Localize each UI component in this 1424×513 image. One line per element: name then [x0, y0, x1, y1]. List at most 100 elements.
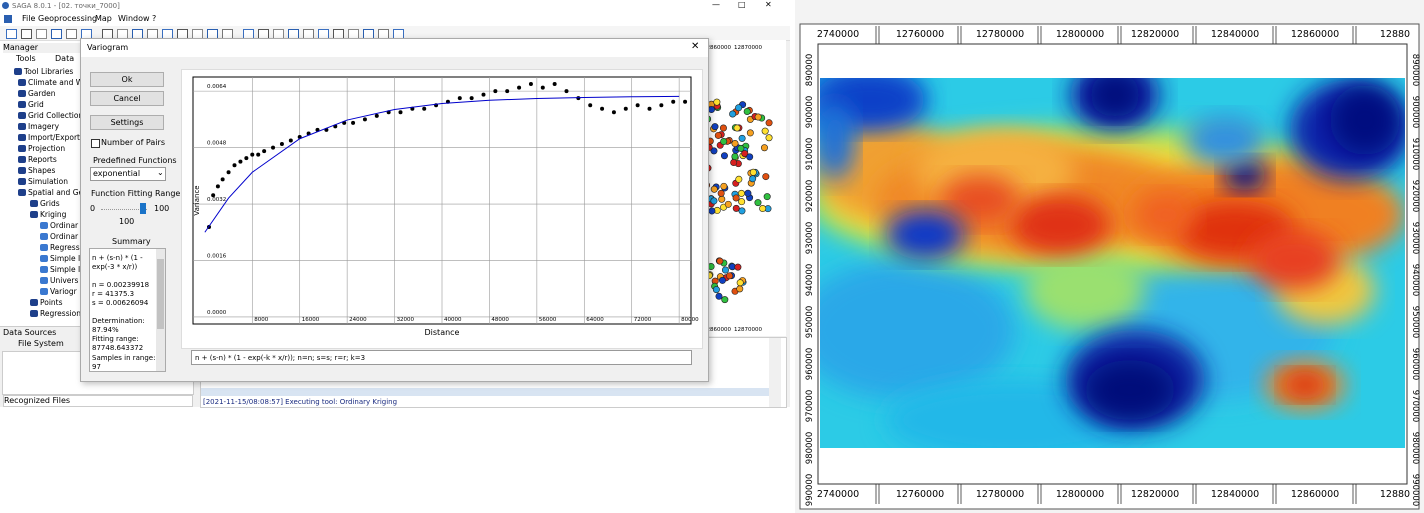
menu-bar: File Geoprocessing Map Window? — [0, 12, 790, 26]
tree-item[interactable]: Ordinar — [50, 221, 79, 230]
tab-file-system[interactable]: File System — [18, 339, 64, 348]
maximize[interactable]: □ — [738, 0, 746, 9]
window-title: SAGA 8.0.1 - [02. точки_7000] — [12, 2, 120, 10]
variogram-point — [493, 89, 498, 94]
variogram-point — [226, 170, 231, 175]
surface-blob — [1090, 78, 1140, 117]
dialog-close[interactable]: ✕ — [691, 41, 700, 52]
tree-item[interactable]: Variogr — [50, 287, 77, 296]
variogram-point — [469, 96, 474, 101]
tree-item[interactable]: Reports — [28, 155, 57, 164]
function-select[interactable]: exponential ⌄ — [90, 167, 166, 181]
variogram-point — [374, 113, 379, 118]
toolbar-icon[interactable] — [66, 29, 77, 39]
tree-item[interactable]: Kriging — [40, 210, 67, 219]
toolbar-icon[interactable] — [51, 29, 62, 39]
tree-item[interactable]: Import/Export — [28, 133, 80, 142]
map-x-label: 12800000 — [1056, 489, 1104, 500]
menu-item[interactable]: Geoprocessing — [38, 14, 98, 23]
tree-item[interactable]: Grid — [28, 100, 44, 109]
sample-point — [731, 153, 739, 161]
toolbar-icon[interactable] — [21, 29, 32, 39]
model-curve — [204, 95, 680, 233]
sample-point — [738, 198, 746, 206]
map-border — [817, 43, 1408, 485]
sample-point — [737, 189, 745, 197]
summary-scroll-thumb[interactable] — [157, 259, 164, 329]
map-x-label: 12820000 — [1131, 29, 1179, 40]
tree-item[interactable]: Regression — [40, 309, 80, 318]
tree-item[interactable]: Simple I — [50, 254, 80, 263]
variogram-point — [244, 156, 249, 161]
range-thumb[interactable] — [140, 203, 146, 214]
tree-item[interactable]: Simple I — [50, 265, 80, 274]
tree-icon — [40, 266, 48, 273]
select-arrow: ⌄ — [157, 168, 164, 177]
tree-icon — [14, 68, 22, 75]
map-x-label: 12780000 — [976, 29, 1024, 40]
sample-point — [754, 113, 762, 121]
sample-point — [765, 119, 773, 127]
map-x-label: 2740000 — [817, 489, 859, 500]
map-y-label: 980000 — [805, 432, 815, 464]
sample-point — [719, 124, 727, 132]
minimize[interactable]: — — [712, 0, 720, 9]
sample-point — [724, 200, 732, 208]
tree-item[interactable]: Ordinar — [50, 232, 79, 241]
sample-point — [712, 286, 720, 294]
toolbar-icon[interactable] — [36, 29, 47, 39]
sample-point — [726, 272, 734, 280]
sample-point — [762, 173, 770, 181]
tree-item[interactable]: Simulation — [28, 177, 68, 186]
menu-item[interactable]: Window — [118, 14, 150, 23]
checkbox-label: Number of Pairs — [101, 138, 165, 147]
map-y-label: 970000 — [805, 390, 815, 422]
tree-item[interactable]: Projection — [28, 144, 66, 153]
tree-item[interactable]: Spatial and Geo — [28, 188, 80, 197]
formula-input[interactable]: n + (s-n) * (1 - exp(-k * x/r)); n=n; s=… — [191, 350, 692, 365]
tree-item[interactable]: Garden — [28, 89, 56, 98]
summary-line: Fitting range: — [92, 335, 139, 343]
tree-item[interactable]: Points — [40, 298, 63, 307]
sample-point — [735, 104, 743, 112]
tab-tools[interactable]: Tools — [16, 54, 36, 63]
recognized-files[interactable]: Recognized Files — [3, 395, 193, 407]
ok-button[interactable]: Ok — [90, 72, 164, 87]
variogram-point — [362, 117, 367, 122]
menu-item[interactable]: ? — [152, 14, 157, 23]
log-scrollbar — [769, 338, 781, 407]
map-y-label: 990000 — [1410, 474, 1420, 506]
tree-item[interactable]: Imagery — [28, 122, 60, 131]
tree-icon — [18, 134, 26, 141]
variogram-point — [422, 106, 427, 111]
summary-line: s = 0.00626094 — [92, 299, 149, 307]
map-x-label: 12860000 — [1291, 29, 1339, 40]
variogram-point — [505, 89, 510, 94]
tree-item[interactable]: Univers — [50, 276, 79, 285]
map-y-label: 990000 — [805, 474, 815, 506]
variogram-point — [232, 163, 237, 168]
tree-item[interactable]: Grids — [40, 199, 60, 208]
toolbar-icon[interactable] — [6, 29, 17, 39]
map-x-label: 2740000 — [817, 29, 859, 40]
functions-label: Predefined Functions — [93, 156, 177, 165]
menu-item[interactable]: File — [22, 14, 36, 23]
tree-item[interactable]: Grid Collection — [28, 111, 80, 120]
range-min: 0 — [90, 204, 96, 213]
close[interactable]: ✕ — [765, 0, 772, 9]
menu-item[interactable]: Map — [95, 14, 112, 23]
tab-data[interactable]: Data — [55, 54, 75, 63]
variogram-point — [238, 159, 243, 164]
tree-item[interactable]: Tool Libraries — [24, 67, 74, 76]
tree-item[interactable]: Shapes — [28, 166, 56, 175]
cancel-button[interactable]: Cancel — [90, 91, 164, 106]
summary-line: Determination: — [92, 317, 145, 325]
settings-button[interactable]: Settings — [90, 115, 164, 130]
tree-item[interactable]: Regress — [50, 243, 80, 252]
variogram-point — [611, 110, 616, 115]
checkbox[interactable] — [91, 139, 100, 148]
tree-item[interactable]: Climate and W — [28, 78, 80, 87]
surface-blob — [940, 175, 1020, 225]
formula-text: n + (s-n) * (1 - exp(-k * x/r)); n=n; s=… — [195, 354, 366, 362]
variogram-point — [279, 142, 284, 147]
